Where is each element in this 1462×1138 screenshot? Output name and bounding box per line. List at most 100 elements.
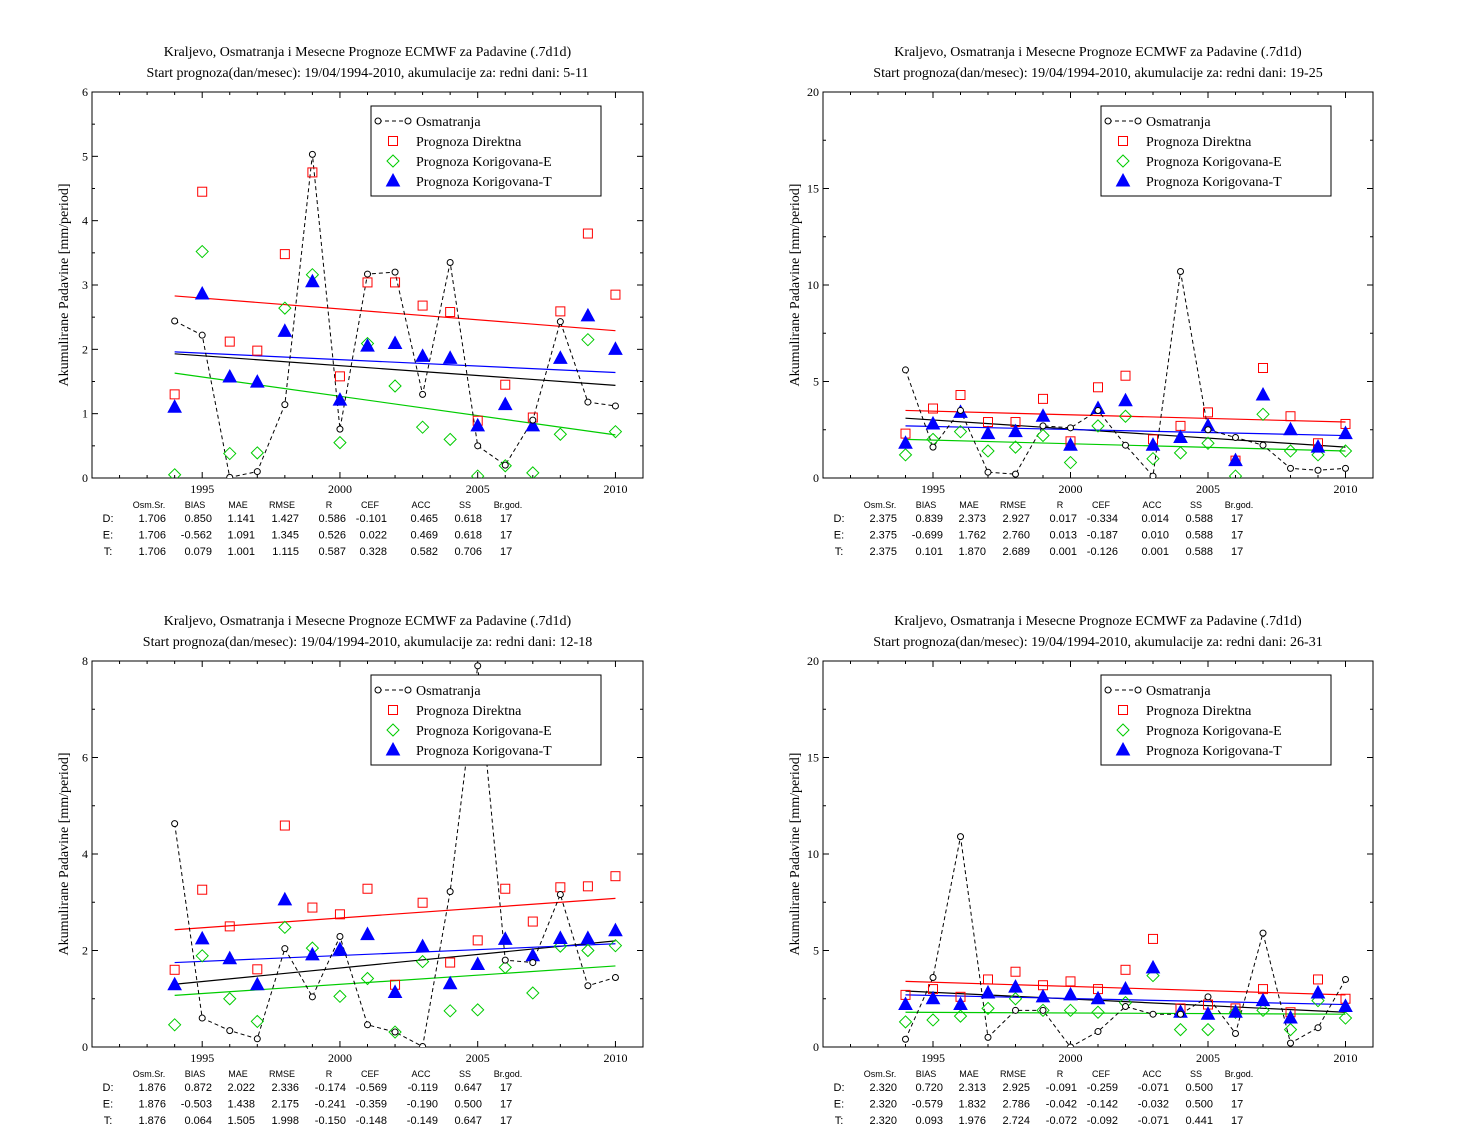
- data-point: [360, 338, 375, 352]
- trend-line: [174, 353, 616, 386]
- data-point: [336, 425, 344, 433]
- trend-line: [174, 351, 616, 374]
- stats-value: 0.465: [410, 513, 438, 525]
- data-point: [608, 938, 623, 953]
- data-point: [1201, 1022, 1215, 1037]
- x-tick-label: 2010: [1334, 482, 1358, 496]
- trend-line: [905, 425, 1346, 437]
- data-point: [902, 1035, 909, 1043]
- data-point: [360, 971, 375, 986]
- data-point: [553, 930, 568, 944]
- stats-value: 0.101: [915, 546, 943, 558]
- data-point: [957, 833, 964, 841]
- stats-value: 0.647: [454, 1115, 482, 1127]
- stats-value: 2.375: [869, 513, 897, 525]
- x-tick-label: 2010: [603, 1051, 627, 1065]
- data-point: [526, 986, 540, 1000]
- trend-line: [905, 1011, 1346, 1015]
- data-point: [1039, 422, 1047, 430]
- data-point: [610, 871, 621, 882]
- stats-value: 0.850: [184, 513, 212, 525]
- y-tick-label: 0: [82, 1040, 88, 1054]
- data-point: [446, 888, 454, 896]
- data-point: [611, 402, 619, 410]
- data-point: [1146, 968, 1160, 983]
- stats-value: -0.101: [356, 513, 387, 525]
- data-point: [305, 946, 320, 961]
- data-point: [1338, 998, 1353, 1012]
- data-point: [926, 1013, 940, 1027]
- data-point: [1122, 441, 1129, 449]
- data-point: [279, 820, 290, 831]
- chart-subtitle: Start prognoza(dan/mesec): 19/04/1994-20…: [147, 66, 589, 81]
- y-tick-label: 10: [807, 278, 819, 292]
- data-point: [250, 446, 265, 460]
- stats-value: 1.706: [138, 546, 166, 558]
- stats-header: Osm.Sr.: [864, 1069, 897, 1079]
- stats-header: RMSE: [1000, 500, 1026, 510]
- data-point: [898, 448, 913, 462]
- legend-label: Prognoza Direktna: [1146, 704, 1252, 719]
- x-tick-label: 2005: [466, 1051, 490, 1065]
- legend-label: Prognoza Korigovana-E: [1146, 155, 1282, 170]
- stats-value: 1.762: [958, 530, 986, 542]
- stats-header: MAE: [959, 500, 979, 510]
- stats-value: 2.925: [1002, 1082, 1030, 1094]
- stats-value: 1.141: [227, 513, 255, 525]
- stats-header: Osm.Sr.: [133, 500, 166, 510]
- plot-area: [898, 267, 1353, 478]
- stats-value: 0.647: [454, 1082, 482, 1094]
- stats-row-label: D:: [834, 1082, 845, 1094]
- data-point: [171, 820, 179, 828]
- data-point: [362, 277, 373, 288]
- stats-value: 2.336: [271, 1082, 299, 1094]
- legend-marker: [1116, 723, 1130, 737]
- data-point: [167, 1018, 182, 1032]
- stats-value: 0.720: [915, 1082, 943, 1094]
- data-point: [553, 939, 568, 953]
- data-point: [610, 289, 621, 300]
- data-point: [332, 392, 348, 406]
- data-point: [1008, 992, 1023, 1006]
- data-point: [195, 949, 209, 963]
- data-point: [334, 371, 345, 382]
- stats-value: 0.001: [1141, 546, 1169, 558]
- data-point: [555, 306, 566, 317]
- data-point: [1035, 408, 1051, 422]
- stats-row-label: T:: [835, 546, 844, 558]
- data-point: [1287, 1039, 1294, 1047]
- data-point: [249, 374, 265, 388]
- stats-value: 2.320: [869, 1099, 897, 1111]
- x-tick-label: 2005: [1196, 482, 1220, 496]
- x-tick-label: 1995: [190, 482, 214, 496]
- y-tick-label: 5: [813, 375, 819, 389]
- data-point: [224, 336, 235, 347]
- data-point: [446, 258, 454, 266]
- data-point: [1283, 1022, 1298, 1037]
- data-point: [417, 300, 428, 311]
- data-point: [980, 984, 996, 999]
- x-tick-label: 1995: [190, 1051, 214, 1065]
- y-tick-label: 0: [813, 471, 819, 485]
- plot-area: [167, 662, 623, 1047]
- stats-value: 0.328: [359, 546, 387, 558]
- stats-value: 17: [500, 513, 512, 525]
- data-point: [1228, 1004, 1243, 1018]
- data-point: [223, 992, 237, 1006]
- legend-label: Prognoza Korigovana-T: [1146, 175, 1282, 190]
- data-point: [388, 1025, 402, 1039]
- legend-marker: [374, 686, 382, 694]
- stats-value: 0.500: [454, 1099, 482, 1111]
- data-point: [582, 881, 593, 892]
- stats-value: 1.998: [271, 1115, 299, 1127]
- data-point: [929, 443, 937, 451]
- data-point: [898, 435, 913, 449]
- data-point: [1256, 407, 1270, 422]
- stats-value: 1.438: [227, 1099, 255, 1111]
- stats-value: 17: [500, 1082, 512, 1094]
- data-point: [362, 883, 373, 894]
- data-point: [556, 891, 564, 899]
- trend-line: [905, 409, 1346, 423]
- data-point: [1314, 1024, 1322, 1032]
